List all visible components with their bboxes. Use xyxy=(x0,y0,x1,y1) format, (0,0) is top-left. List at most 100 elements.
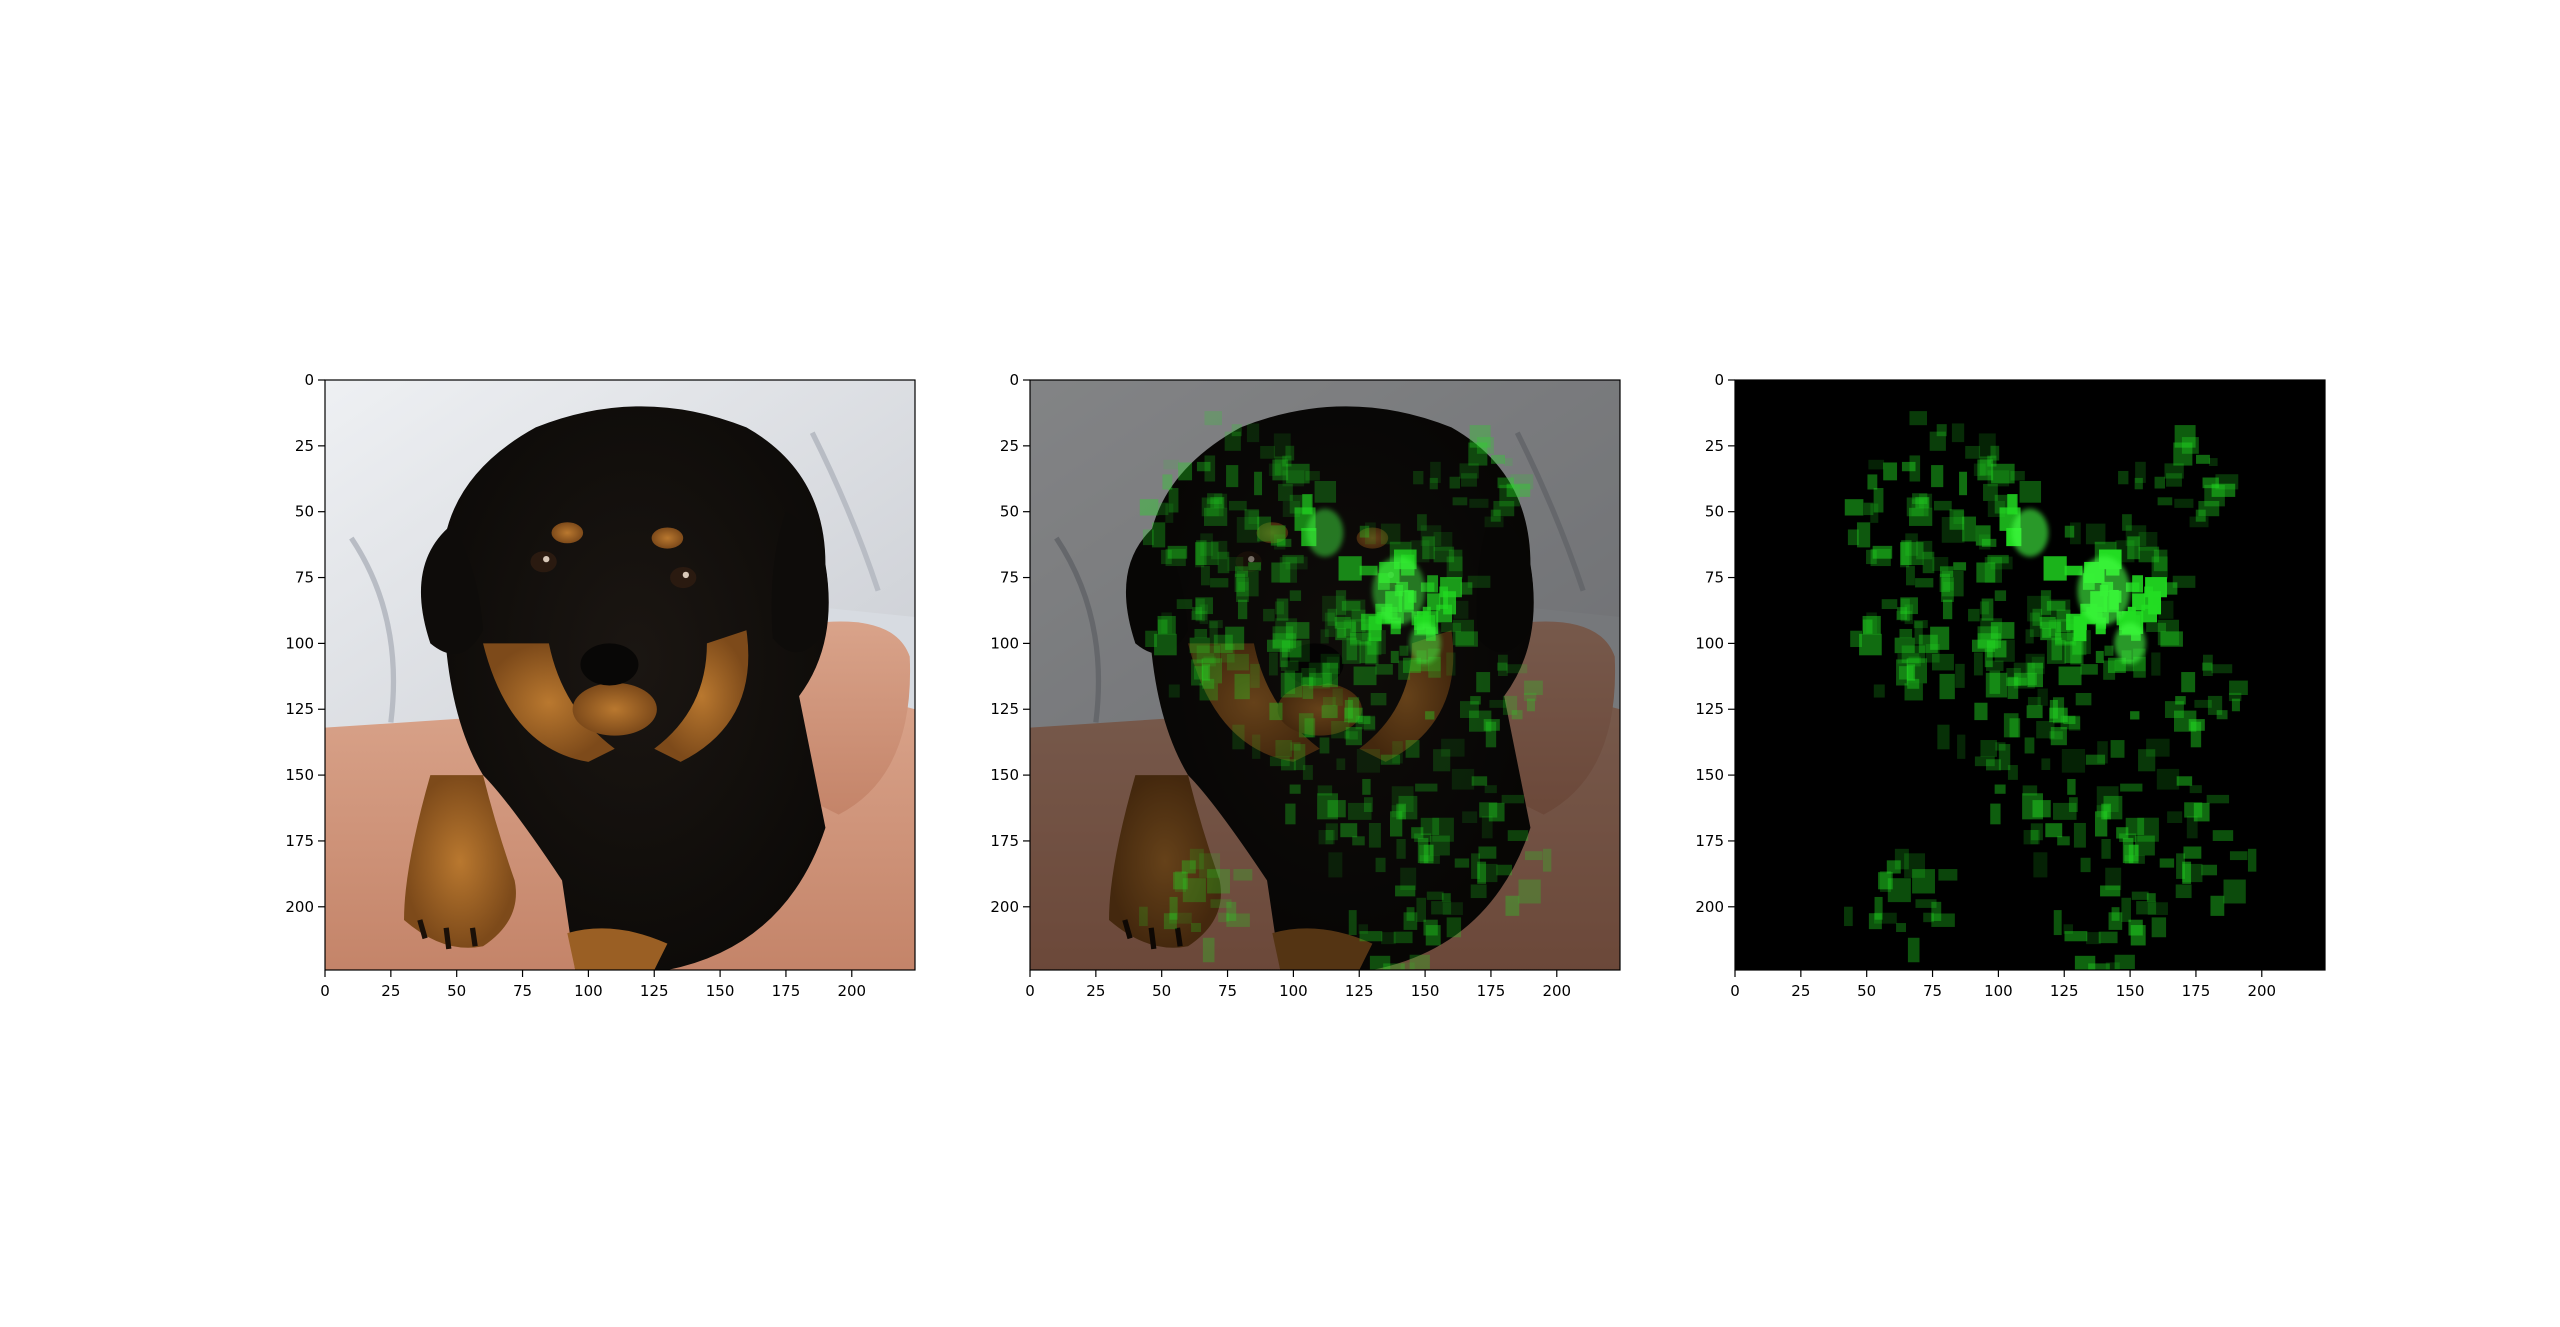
attribution-patch xyxy=(1979,456,1992,476)
attribution-patch xyxy=(1201,664,1211,681)
attribution-patch xyxy=(1260,445,1276,459)
attribution-patch xyxy=(1234,573,1246,592)
y-tick-label: 50 xyxy=(1705,503,1724,521)
attribution-patch xyxy=(2104,645,2114,656)
attribution-patch xyxy=(2036,720,2055,739)
attribution-patch xyxy=(1370,692,1387,706)
attribution-patch xyxy=(1942,599,1953,620)
attribution-patch xyxy=(1257,516,1272,542)
attribution-patch xyxy=(2100,885,2121,897)
attribution-patch xyxy=(2118,470,2129,485)
attribution-patch xyxy=(1325,823,1338,841)
attribution-patch xyxy=(2055,619,2075,644)
attribution-patch xyxy=(1915,578,1934,588)
attribution-patch xyxy=(1904,853,1926,878)
attribution-patch xyxy=(2182,863,2203,883)
attribution-patch xyxy=(1226,913,1250,927)
panels: 0 25 50 75 100 125 150 175 200 0 25 50 75 100 125 150 17… xyxy=(285,371,2326,1000)
attribution-patch xyxy=(1980,740,1997,757)
attribution-patch xyxy=(1276,538,1292,547)
attribution-patch xyxy=(1270,525,1286,546)
attribution-patch xyxy=(1909,455,1921,482)
y-tick-label: 175 xyxy=(1695,832,1724,850)
x-tick-label: 75 xyxy=(513,982,532,1000)
attribution-patch xyxy=(2207,695,2223,715)
attribution-patch xyxy=(1182,878,1206,903)
attribution-patch xyxy=(2211,664,2233,674)
attribution-patch xyxy=(1368,822,1381,848)
attribution-patch xyxy=(1199,853,1221,878)
attribution-patch xyxy=(1350,619,1370,644)
attribution-patch xyxy=(1225,626,1245,650)
attribution-patch xyxy=(1402,657,1421,673)
attribution-patch xyxy=(1867,474,1878,490)
attribution-patch xyxy=(1302,765,1313,780)
panel-1: 0 25 50 75 100 125 150 175 200 0 25 50 75 100 125 150 17… xyxy=(285,371,916,1000)
attribution-patch xyxy=(1442,902,1463,915)
attribution-patch xyxy=(1863,502,1874,516)
attribution-patch xyxy=(1916,540,1933,560)
attribution-patch xyxy=(1210,578,1229,588)
attribution-patch xyxy=(2010,471,2025,481)
attribution-patch xyxy=(1227,556,1244,571)
attribution-patch xyxy=(1274,456,1287,476)
attribution-patch xyxy=(1317,785,1333,796)
attribution-patch xyxy=(2006,667,2021,686)
attribution-patch xyxy=(1870,548,1891,567)
attribution-patch xyxy=(1469,498,1489,508)
attribution-patch xyxy=(2130,711,2140,720)
attribution-patch xyxy=(2058,666,2082,686)
attribution-patch xyxy=(2063,924,2073,934)
attribution-patch xyxy=(2080,664,2098,675)
attribution-patch xyxy=(1293,744,1306,771)
y-tick-label: 50 xyxy=(1000,503,1019,521)
attribution-patch xyxy=(1957,734,1966,759)
attribution-patch xyxy=(1252,734,1261,759)
attribution-hotspot xyxy=(2114,622,2146,664)
attribution-patch xyxy=(2151,652,2161,676)
attribution-patch xyxy=(1481,815,1493,839)
attribution-patch xyxy=(2072,630,2091,655)
attribution-patch xyxy=(1409,659,1429,672)
attribution-patch xyxy=(1304,718,1316,738)
attribution-patch xyxy=(1873,487,1884,513)
y-tick-label: 200 xyxy=(1695,898,1724,916)
attribution-patch xyxy=(1502,695,1518,715)
attribution-patch xyxy=(2111,907,2120,921)
attribution-patch xyxy=(1484,785,1497,794)
x-tick-label: 75 xyxy=(1923,982,1942,1000)
attribution-patch xyxy=(2193,802,2210,822)
attribution-patch xyxy=(1341,601,1361,611)
attribution-patch xyxy=(2189,516,2209,528)
attribution-patch xyxy=(1162,474,1173,490)
attribution-patch xyxy=(1326,656,1340,669)
attribution-patch xyxy=(1973,652,1983,676)
attribution-patch xyxy=(1913,620,1928,629)
attribution-patch xyxy=(1919,493,1933,509)
x-tick-label: 25 xyxy=(1791,982,1810,1000)
attribution-patch xyxy=(2013,662,2035,689)
attribution-patch xyxy=(1344,707,1363,723)
attribution-patch xyxy=(1470,696,1481,705)
attribution-patch xyxy=(1390,650,1399,664)
x-tick-label: 50 xyxy=(447,982,466,1000)
attribution-patch xyxy=(1978,433,1996,459)
attribution-patch xyxy=(1363,716,1376,731)
attribution-patch xyxy=(1497,477,1514,489)
x-tick-label: 25 xyxy=(1086,982,1105,1000)
attribution-patch xyxy=(1193,666,1209,680)
attribution-patch xyxy=(2146,738,2170,757)
attribution-patch xyxy=(1477,863,1498,883)
attribution-patch xyxy=(1226,653,1249,671)
attribution-patch xyxy=(1987,455,1997,467)
attribution-hotspot xyxy=(2077,556,2131,625)
attribution-patch xyxy=(1396,803,1407,820)
attribution-patch xyxy=(1949,509,1964,530)
y-tick-label: 0 xyxy=(1714,371,1724,389)
attribution-patch xyxy=(2075,692,2092,706)
attribution-patch xyxy=(1430,461,1441,483)
attribution-patch xyxy=(1301,677,1322,687)
attribution-patch xyxy=(1335,590,1347,615)
attribution-patch xyxy=(1280,672,1303,698)
attribution-patch xyxy=(2105,867,2122,891)
